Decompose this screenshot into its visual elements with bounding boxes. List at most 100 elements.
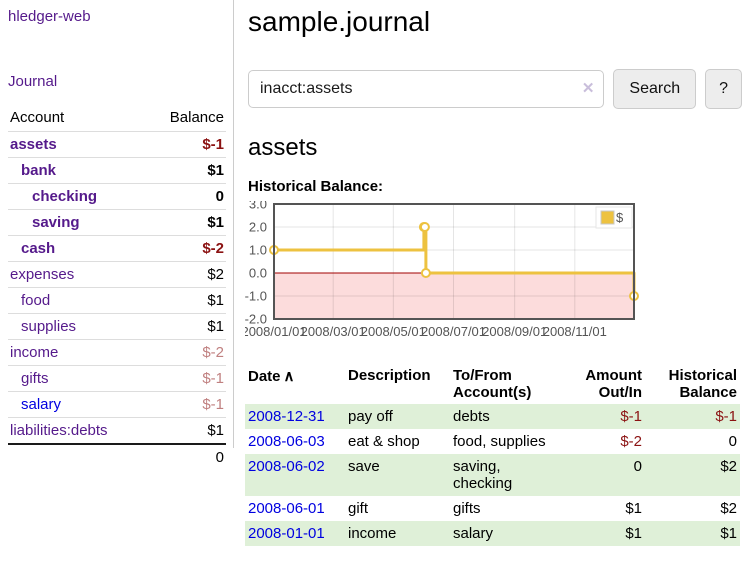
account-row: assets $-1 — [8, 131, 226, 158]
legend-series-label: $ — [616, 210, 624, 225]
account-balance: 0 — [145, 183, 226, 210]
account-row: income $-2 — [8, 339, 226, 366]
account-row: salary $-1 — [8, 391, 226, 418]
account-row: expenses $2 — [8, 261, 226, 288]
accounts-col-balance: Balance — [169, 109, 224, 126]
x-axis-tick-label: 2008/07/01 — [421, 324, 486, 339]
transaction-date-link[interactable]: 2008-01-01 — [248, 525, 325, 542]
account-link-supplies[interactable]: supplies — [21, 318, 77, 335]
account-balance: $-1 — [145, 131, 226, 158]
x-axis-tick-label: 2008/09/01 — [482, 324, 547, 339]
account-balance: $-1 — [145, 391, 226, 418]
app-brand-link[interactable]: hledger-web — [8, 8, 91, 25]
register-row: 2008-12-31 pay off debts $-1 $-1 — [245, 404, 740, 429]
register-col-description: Description — [348, 367, 431, 384]
transaction-balance: $2 — [645, 454, 740, 496]
transaction-date-link[interactable]: 2008-06-01 — [248, 500, 325, 517]
chart-wrap: 3.0 2.0 1.0 0.0 -1.0 -2.0 2008/01/01 2008/03/01… — [241, 197, 742, 346]
account-row: liabilities:debts $1 — [8, 417, 226, 444]
transaction-accounts: debts — [450, 404, 565, 429]
register-col-amount-out-in: Amount Out/In — [585, 367, 642, 401]
x-axis-tick-label: 2008/03/01 — [301, 324, 366, 339]
transaction-balance: 0 — [728, 433, 737, 450]
transaction-description: eat & shop — [348, 433, 420, 450]
account-row: saving $1 — [8, 209, 226, 236]
account-balance: $-2 — [145, 339, 226, 366]
transaction-balance: $1 — [645, 521, 740, 546]
transaction-accounts: gifts — [453, 500, 481, 517]
x-axis-tick-label: 2008/11/01 — [543, 324, 607, 339]
data-point-marker — [419, 222, 430, 232]
historical-balance-chart: 3.0 2.0 1.0 0.0 -1.0 -2.02008/01/012008/03/01… — [241, 197, 639, 339]
register-col-to-from-account-s-: To/From Account(s) — [453, 367, 532, 401]
account-balance: $1 — [145, 157, 226, 184]
register-col-historical-balance: Historical Balance — [668, 367, 737, 401]
account-link-gifts[interactable]: gifts — [21, 370, 49, 387]
sort-asc-icon[interactable]: ∧ — [283, 368, 295, 385]
account-row: gifts $-1 — [8, 365, 226, 392]
account-balance: $1 — [145, 287, 226, 314]
sidebar: hledger-web Journal Account Balance asse… — [0, 0, 234, 470]
account-link-checking[interactable]: checking — [32, 188, 98, 205]
register-row: 2008-06-03 eat & shop food, supplies $-2 0 — [245, 429, 740, 454]
register-col-date[interactable]: Date ∧ — [248, 368, 295, 385]
transaction-description: pay off — [345, 404, 450, 429]
account-row: checking 0 — [8, 183, 226, 210]
account-row: cash $-2 — [8, 235, 226, 262]
register-row: 2008-06-01 gift gifts $1 $2 — [245, 496, 740, 521]
negative-region — [274, 273, 634, 319]
search-row: ✕ Search ? — [248, 69, 742, 109]
account-balance: $2 — [145, 261, 226, 288]
clear-search-icon[interactable]: ✕ — [581, 80, 595, 97]
transaction-balance: $2 — [720, 500, 737, 517]
main-pane: sample.journal ✕ Search ? assets Histori… — [241, 0, 742, 546]
sidebar-item-journal[interactable]: Journal — [8, 73, 58, 90]
account-heading: assets — [248, 134, 318, 161]
transaction-description: income — [345, 521, 450, 546]
search-button[interactable]: Search — [613, 69, 697, 109]
accounts-total-value: 0 — [145, 443, 226, 470]
transaction-accounts: salary — [450, 521, 565, 546]
data-point-marker — [420, 268, 431, 278]
transaction-date-link[interactable]: 2008-06-03 — [248, 433, 325, 450]
register-row: 2008-06-02 save saving, checking 0 $2 — [245, 454, 740, 496]
account-link-assets[interactable]: assets — [10, 136, 57, 153]
account-link-liabilities-debts[interactable]: liabilities:debts — [10, 422, 108, 439]
transaction-date-link[interactable]: 2008-06-02 — [248, 458, 325, 475]
search-box: ✕ — [248, 70, 605, 108]
account-balance: $1 — [145, 313, 226, 340]
account-link-cash[interactable]: cash — [21, 240, 56, 257]
accounts-total-row: 0 — [8, 443, 226, 470]
chart-title: Historical Balance: — [248, 178, 384, 195]
transaction-balance: $-1 — [645, 404, 740, 429]
account-link-expenses[interactable]: expenses — [10, 266, 75, 283]
transaction-amount: $-1 — [565, 404, 645, 429]
account-link-income[interactable]: income — [10, 344, 59, 361]
transaction-amount: $1 — [625, 500, 642, 517]
account-row: supplies $1 — [8, 313, 226, 340]
page-title: sample.journal — [248, 6, 431, 37]
transaction-description: gift — [348, 500, 369, 517]
search-input[interactable] — [248, 70, 605, 108]
y-axis-tick-label: 1.0 — [249, 243, 267, 258]
x-axis-tick-label: 2008/01/01 — [245, 324, 307, 339]
transaction-amount: $1 — [565, 521, 645, 546]
account-link-bank[interactable]: bank — [21, 162, 57, 179]
account-link-food[interactable]: food — [21, 292, 51, 309]
register-table: Date ∧ Description To/From Account(s) Amount… — [245, 364, 740, 546]
transaction-amount: $-2 — [620, 433, 642, 450]
y-axis-tick-label: -2.0 — [245, 312, 267, 327]
register-row: 2008-01-01 income salary $1 $1 — [245, 521, 740, 546]
y-axis-tick-label: 3.0 — [249, 201, 267, 212]
transaction-accounts: food, supplies — [453, 433, 546, 450]
account-balance: $-1 — [145, 365, 226, 392]
account-row: bank $1 — [8, 157, 226, 184]
y-axis-tick-label: -1.0 — [245, 289, 267, 304]
account-link-saving[interactable]: saving — [32, 214, 80, 231]
transaction-date-link[interactable]: 2008-12-31 — [248, 408, 325, 425]
help-button[interactable]: ? — [705, 69, 742, 109]
account-row: food $1 — [8, 287, 226, 314]
accounts-col-account: Account — [10, 109, 65, 126]
account-link-salary[interactable]: salary — [21, 396, 62, 413]
account-balance: $1 — [145, 417, 226, 444]
